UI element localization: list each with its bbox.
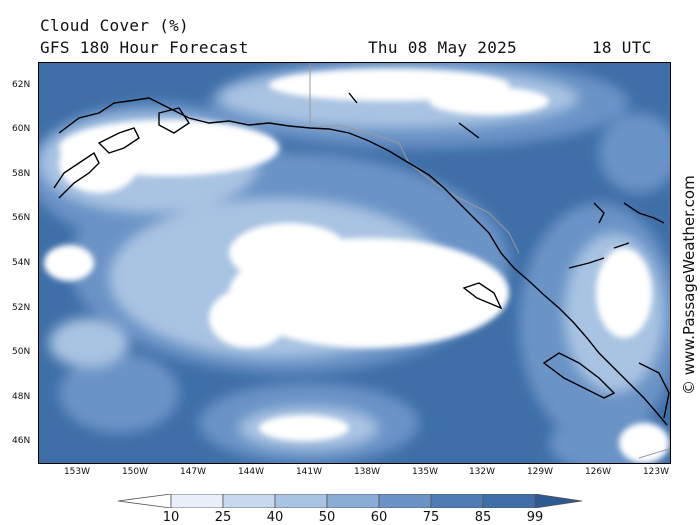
- lon-label: 135W: [411, 467, 439, 477]
- forecast-time: 18 UTC: [592, 38, 652, 57]
- scale-tick-label: 10: [162, 510, 180, 525]
- lat-label: 62N: [12, 80, 31, 90]
- scale-tick-label: 85: [474, 510, 492, 525]
- lon-label: 147W: [179, 467, 207, 477]
- scale-tick-label: 50: [318, 510, 336, 525]
- scale-segment: [326, 494, 380, 508]
- lat-label: 48N: [12, 392, 31, 402]
- scale-segment: [534, 494, 582, 508]
- coastline: [53, 92, 670, 426]
- scale-tick-label: 60: [370, 510, 388, 525]
- scale-segment: [430, 494, 484, 508]
- lon-label: 123W: [642, 467, 670, 477]
- color-scale-bar: [118, 494, 582, 508]
- forecast-date: Thu 08 May 2025: [368, 38, 517, 57]
- map-title: Cloud Cover (%): [40, 16, 189, 35]
- scale-segment: [170, 494, 224, 508]
- scale-tick-label: 25: [214, 510, 232, 525]
- lat-label: 58N: [12, 169, 31, 179]
- map-subtitle: GFS 180 Hour Forecast: [40, 38, 249, 57]
- lon-label: 141W: [295, 467, 323, 477]
- lon-label: 153W: [63, 467, 91, 477]
- lat-label: 50N: [12, 347, 31, 357]
- lon-label: 132W: [468, 467, 496, 477]
- lon-label: 129W: [526, 467, 554, 477]
- map-canvas: [39, 63, 670, 463]
- lat-label: 54N: [12, 258, 31, 268]
- scale-segment: [118, 494, 172, 508]
- scale-tick-label: 99: [526, 510, 544, 525]
- scale-segment: [274, 494, 328, 508]
- cloud-full-layer: [44, 69, 669, 463]
- scale-segment: [378, 494, 432, 508]
- watermark-text: © www.PassageWeather.com: [680, 175, 698, 395]
- lat-label: 56N: [12, 213, 31, 223]
- scale-tick-label: 75: [422, 510, 440, 525]
- scale-tick-label: 40: [266, 510, 284, 525]
- political-border: [309, 63, 670, 459]
- lon-label: 144W: [237, 467, 265, 477]
- scale-segment: [222, 494, 276, 508]
- lat-label: 52N: [12, 303, 31, 313]
- scale-segment: [482, 494, 536, 508]
- lon-label: 150W: [121, 467, 149, 477]
- lat-label: 46N: [12, 436, 31, 446]
- lat-label: 60N: [12, 124, 31, 134]
- cloud-cover-map[interactable]: [38, 62, 671, 464]
- lon-label: 126W: [584, 467, 612, 477]
- lon-label: 138W: [353, 467, 381, 477]
